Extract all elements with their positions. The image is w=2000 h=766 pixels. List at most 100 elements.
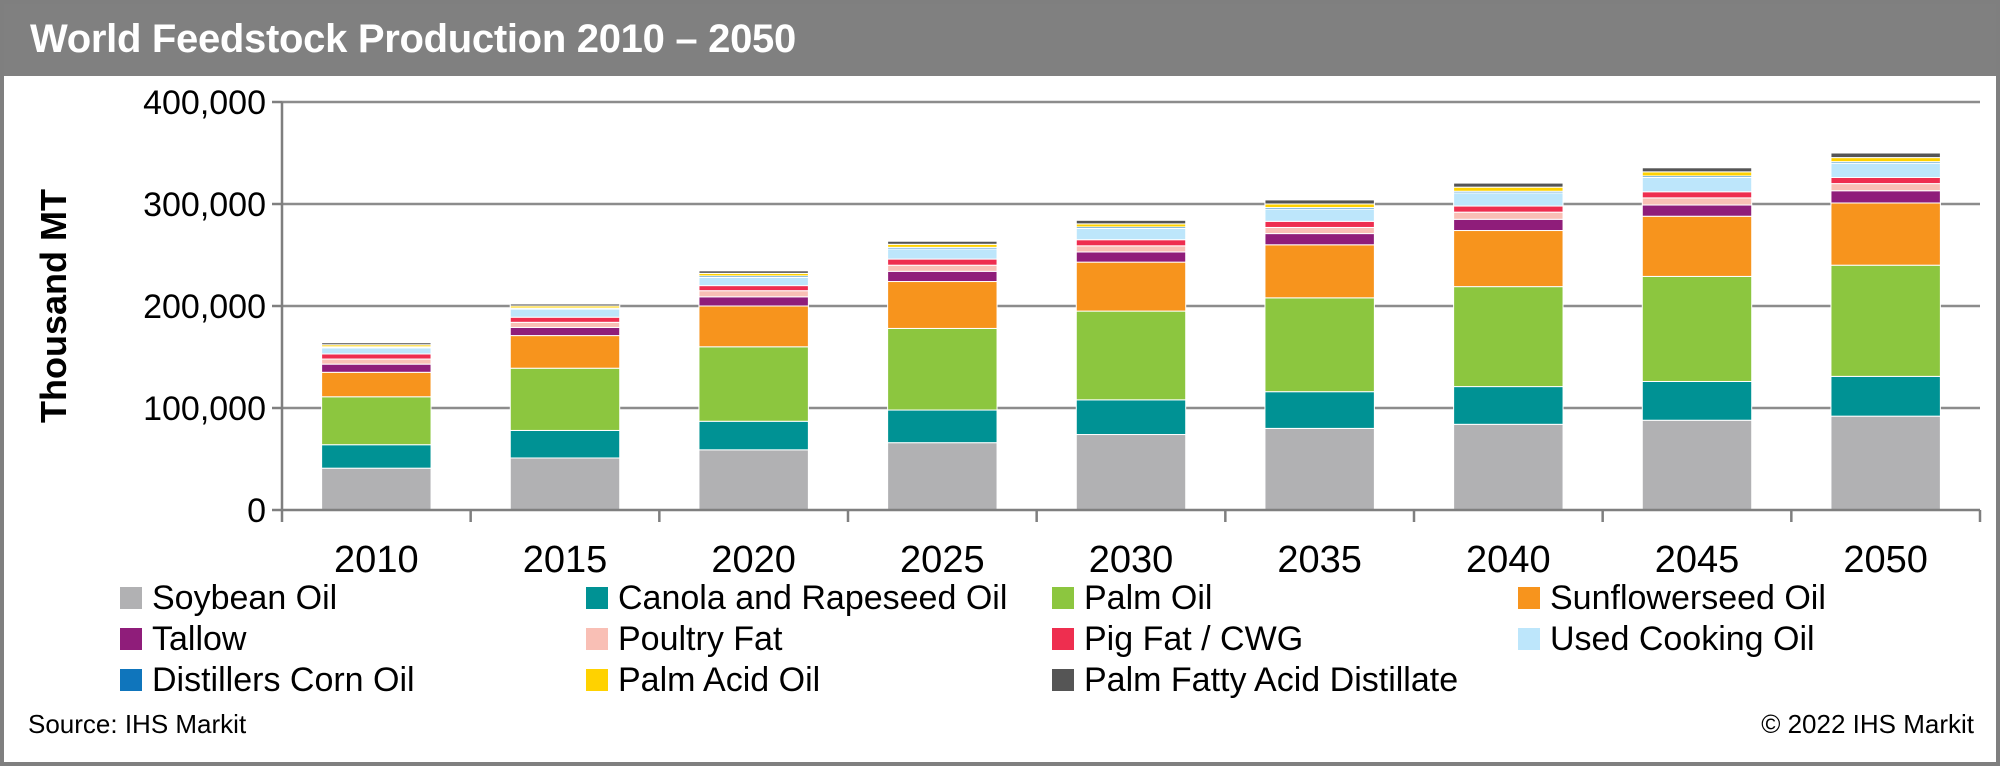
bar-segment: [321, 467, 432, 511]
source-note: Source: IHS Markit: [28, 709, 247, 739]
legend-item: Tallow: [120, 619, 246, 659]
chart-title: World Feedstock Production 2010 – 2050: [30, 17, 796, 61]
bar-segment: [509, 335, 621, 369]
bar-segment: [509, 457, 621, 511]
y-tick-label: 300,000: [143, 186, 266, 224]
bar-segment: [509, 308, 621, 318]
y-tick-label: 0: [247, 492, 266, 530]
bar-segment: [887, 258, 998, 266]
bar-segment: [1453, 386, 1564, 425]
bar-segment: [1453, 423, 1564, 511]
bar-segment: [698, 290, 809, 298]
x-tick-label: 2035: [1277, 539, 1362, 581]
legend-item: Distillers Corn Oil: [120, 660, 415, 700]
legend-swatch: [120, 587, 142, 609]
legend-label: Poultry Fat: [618, 619, 783, 658]
bar-segment: [1830, 183, 1941, 192]
bar-segment: [1453, 286, 1564, 388]
legend-swatch: [1518, 628, 1540, 650]
legend-item: Poultry Fat: [586, 619, 782, 659]
legend-item: Used Cooking Oil: [1518, 619, 1815, 659]
legend-item: Palm Oil: [1052, 578, 1212, 618]
legend-item: Palm Acid Oil: [586, 660, 820, 700]
legend-item: Pig Fat / CWG: [1052, 619, 1303, 659]
legend-swatch: [1052, 669, 1074, 691]
bar-segment: [1453, 182, 1564, 188]
legend-label: Sunflowerseed Oil: [1550, 578, 1826, 617]
bar-segment: [1264, 208, 1375, 222]
legend-swatch: [1518, 587, 1540, 609]
bar-segment: [1641, 176, 1753, 193]
bar-segment: [1641, 191, 1753, 199]
legend-label: Palm Oil: [1084, 578, 1213, 617]
bar-segment: [887, 240, 998, 245]
legend-item: Soybean Oil: [120, 578, 337, 618]
bar-segment: [321, 363, 432, 373]
bar-segment: [509, 316, 621, 323]
bar-segment: [321, 353, 432, 360]
bar-segment: [509, 303, 621, 307]
bar-segment: [1264, 391, 1375, 429]
bar-segment: [887, 442, 998, 511]
bar-segment: [1075, 310, 1187, 401]
y-tick-label: 400,000: [143, 84, 266, 122]
bar-segment: [1641, 197, 1753, 206]
y-tick-label: 200,000: [143, 288, 266, 326]
bar-segment: [698, 285, 809, 292]
bar-segment: [1264, 226, 1375, 235]
bar-segment: [1264, 220, 1375, 228]
x-tick-label: 2020: [711, 539, 796, 581]
bar-segment: [1453, 186, 1564, 192]
legend-swatch: [586, 587, 608, 609]
bar-segment: [887, 264, 998, 272]
bar-segment: [1830, 264, 1941, 377]
bar-segment: [321, 342, 432, 346]
bar-segment: [698, 420, 809, 451]
bar-segment: [321, 396, 432, 446]
bar-segment: [1830, 152, 1941, 159]
bar-segment: [698, 276, 809, 287]
legend-item: Canola and Rapeseed Oil: [586, 578, 1007, 618]
bar-segment: [1641, 167, 1753, 173]
bar-segment: [698, 449, 809, 511]
bar-segment: [887, 281, 998, 329]
y-axis-title: Thousand MT: [33, 189, 74, 423]
bar-segment: [1075, 227, 1187, 241]
bar-segment: [1830, 157, 1941, 163]
legend-swatch: [586, 669, 608, 691]
bar-segment: [1264, 233, 1375, 246]
bar-segment: [1830, 375, 1941, 417]
bar-segment: [1453, 230, 1564, 288]
bar-segment: [1075, 261, 1187, 312]
bar-segment: [887, 270, 998, 283]
bar-segment: [1641, 204, 1753, 217]
legend-label: Soybean Oil: [152, 578, 338, 617]
bar-segment: [887, 248, 998, 260]
x-tick-label: 2015: [523, 539, 608, 581]
bar-segment: [1641, 380, 1753, 421]
bar-segment: [1453, 192, 1564, 207]
bar-segment: [1075, 399, 1187, 436]
legend-label: Tallow: [152, 619, 247, 658]
legend-swatch: [1052, 628, 1074, 650]
title-bar: World Feedstock Production 2010 – 2050: [4, 4, 1996, 76]
bar-segment: [1830, 415, 1941, 511]
bar-segment: [1264, 427, 1375, 511]
bar-segment: [509, 429, 621, 459]
legend-label: Palm Fatty Acid Distillate: [1084, 660, 1459, 699]
legend-label: Pig Fat / CWG: [1084, 619, 1304, 658]
bar-segment: [509, 321, 621, 328]
legend-swatch: [120, 628, 142, 650]
legend-label: Distillers Corn Oil: [152, 660, 415, 699]
bar-segment: [509, 326, 621, 337]
bar-segment: [321, 444, 432, 469]
x-tick-label: 2025: [900, 539, 985, 581]
bar-segment: [1075, 219, 1187, 225]
bar-segment: [1264, 297, 1375, 393]
legend-item: Sunflowerseed Oil: [1518, 578, 1826, 618]
bar-segment: [1075, 434, 1187, 511]
bar-segment: [1453, 205, 1564, 213]
bar-segment: [1264, 203, 1375, 209]
bar-segment: [1453, 218, 1564, 232]
